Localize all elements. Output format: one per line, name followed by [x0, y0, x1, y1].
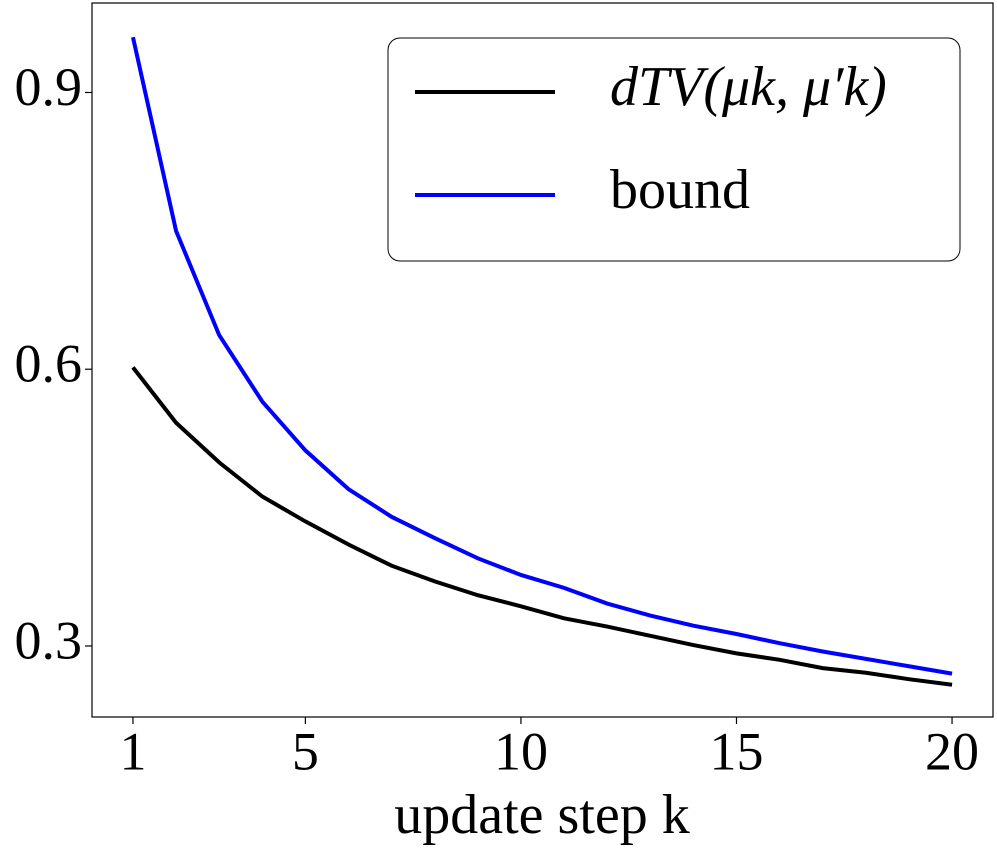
- x-axis-label: update step k: [394, 784, 689, 846]
- x-tick-label: 1: [119, 721, 146, 781]
- legend-label: bound: [610, 159, 750, 221]
- data-line: [131, 366, 953, 687]
- data-line: [131, 36, 953, 676]
- x-tick-label: 15: [709, 721, 763, 781]
- x-tick-label: 10: [494, 721, 548, 781]
- x-tick-label: 20: [925, 721, 979, 781]
- plot-frame: [91, 2, 994, 718]
- y-tick-label: 0.9: [15, 57, 83, 117]
- y-tick-label: 0.3: [15, 610, 83, 670]
- x-tick-label: 5: [292, 721, 319, 781]
- legend-label: dTV(μk, μ′k): [610, 56, 887, 118]
- y-tick-label: 0.6: [15, 334, 83, 394]
